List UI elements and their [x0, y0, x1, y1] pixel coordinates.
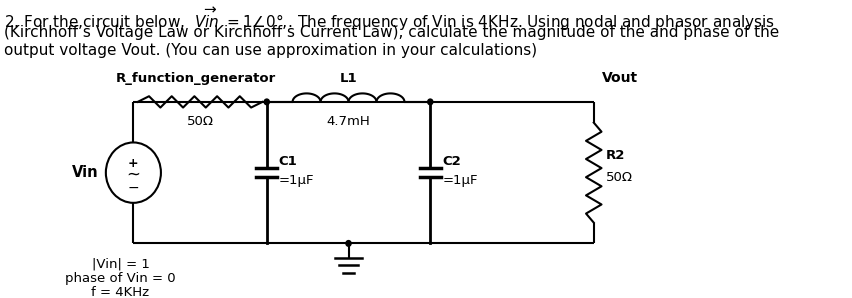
Text: C1: C1 — [279, 155, 297, 168]
Text: f = 4KHz: f = 4KHz — [91, 286, 150, 298]
Text: |Vin| = 1: |Vin| = 1 — [91, 257, 149, 271]
Text: Vin: Vin — [72, 165, 99, 180]
Text: −: − — [128, 181, 139, 195]
Text: 4.7mH: 4.7mH — [326, 115, 371, 128]
Text: (Kirchhoff’s Voltage Law or Kirchhoff’s Current Law), calculate the magnitude of: (Kirchhoff’s Voltage Law or Kirchhoff’s … — [4, 24, 780, 40]
Text: 50Ω: 50Ω — [606, 171, 633, 184]
Text: R_function_generator: R_function_generator — [116, 72, 276, 85]
Text: C2: C2 — [442, 155, 461, 168]
Circle shape — [346, 240, 351, 246]
Text: Vout: Vout — [602, 71, 638, 85]
Text: R2: R2 — [606, 149, 625, 162]
Text: 2. For the circuit below,  $\overrightarrow{Vin}$ $=1\angle0°$ . The frequency o: 2. For the circuit below, $\overrightarr… — [4, 6, 775, 33]
Text: ~: ~ — [126, 166, 141, 184]
Text: +: + — [128, 157, 139, 170]
Circle shape — [428, 99, 433, 105]
Text: =1μF: =1μF — [279, 174, 314, 187]
Text: =1μF: =1μF — [442, 174, 478, 187]
Text: output voltage Vout. (You can use approximation in your calculations): output voltage Vout. (You can use approx… — [4, 44, 538, 58]
Text: 50Ω: 50Ω — [187, 115, 214, 128]
Circle shape — [264, 99, 269, 105]
Text: L1: L1 — [340, 72, 357, 85]
Text: phase of Vin = 0: phase of Vin = 0 — [65, 272, 176, 285]
